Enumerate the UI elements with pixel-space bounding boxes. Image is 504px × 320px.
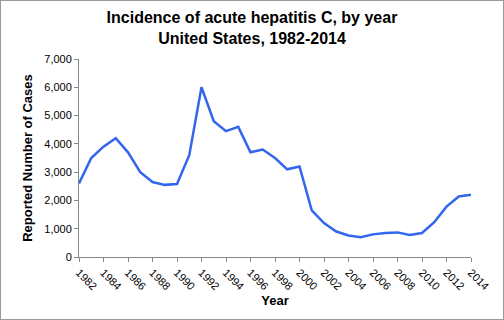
svg-text:7,000: 7,000 <box>44 53 72 65</box>
svg-text:2000: 2000 <box>294 267 320 293</box>
svg-text:1992: 1992 <box>196 267 222 293</box>
svg-text:2004: 2004 <box>343 267 369 293</box>
svg-text:3,000: 3,000 <box>44 166 72 178</box>
svg-text:2008: 2008 <box>392 267 418 293</box>
svg-text:Year: Year <box>261 293 288 308</box>
svg-text:1998: 1998 <box>270 267 296 293</box>
svg-text:1994: 1994 <box>221 267 247 293</box>
svg-text:2006: 2006 <box>368 267 394 293</box>
svg-text:1982: 1982 <box>74 267 100 293</box>
svg-text:1,000: 1,000 <box>44 223 72 235</box>
svg-text:1988: 1988 <box>147 267 173 293</box>
svg-text:2014: 2014 <box>466 267 492 293</box>
svg-text:2010: 2010 <box>417 267 443 293</box>
svg-text:2002: 2002 <box>319 267 345 293</box>
svg-text:0: 0 <box>66 251 72 263</box>
svg-text:2,000: 2,000 <box>44 194 72 206</box>
svg-text:Incidence of acute hepatitis C: Incidence of acute hepatitis C, by yearU… <box>107 9 398 47</box>
svg-text:1990: 1990 <box>172 267 198 293</box>
svg-text:4,000: 4,000 <box>44 138 72 150</box>
svg-text:1984: 1984 <box>98 267 124 293</box>
svg-text:1986: 1986 <box>123 267 149 293</box>
svg-text:Reported Number of Cases: Reported Number of Cases <box>20 74 35 242</box>
svg-text:2012: 2012 <box>441 267 467 293</box>
svg-text:5,000: 5,000 <box>44 109 72 121</box>
svg-text:6,000: 6,000 <box>44 81 72 93</box>
svg-text:1996: 1996 <box>245 267 271 293</box>
